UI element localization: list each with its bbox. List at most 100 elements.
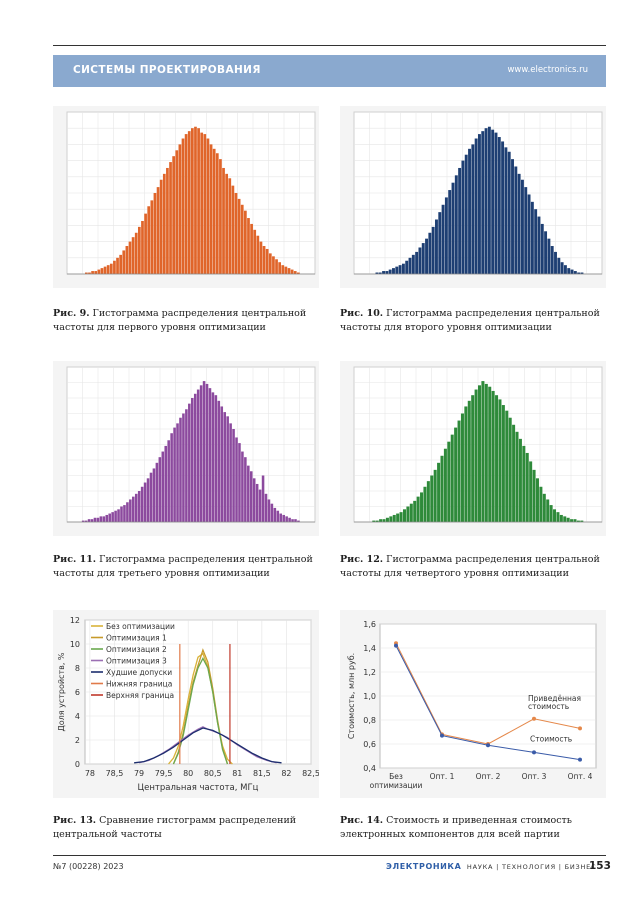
histogram-bar [478, 385, 482, 522]
histogram-bar [267, 499, 271, 522]
histogram-bar [570, 269, 574, 274]
histogram-bar [258, 489, 262, 522]
caption-text: Гистограмма распределения центральной [92, 308, 307, 319]
histogram-bar [430, 475, 434, 522]
histogram-bar [428, 232, 432, 274]
histogram-bar [501, 141, 505, 274]
histogram-bar [522, 445, 526, 522]
comparison-line-chart: 0 2 4 6 8 10 12 78 78,5 79 79,5 80 80,5 81 81,5 82 82,5 Ц… [57, 616, 319, 793]
histogram-bar [488, 386, 492, 522]
histogram-bar [184, 134, 188, 274]
page-number: 153 [589, 860, 611, 872]
x-tick-label: Опт. 1 [430, 772, 455, 781]
histogram-bar [420, 492, 424, 522]
data-point [394, 643, 398, 648]
histogram-bar [241, 451, 244, 522]
histogram-bar [544, 231, 548, 274]
histogram-bar [259, 241, 263, 274]
histogram-bar [125, 246, 129, 274]
x-tick-label: Опт. 2 [476, 772, 501, 781]
histogram-bar [495, 395, 499, 522]
histogram-bar [234, 193, 238, 274]
histogram-bar [520, 179, 524, 274]
histogram-bar [108, 513, 111, 522]
x-tick-label: 79,5 [155, 769, 173, 778]
histogram-bar [255, 483, 259, 522]
histogram-bar [550, 246, 554, 274]
histogram-bar [176, 423, 179, 522]
histogram-bar [557, 257, 561, 274]
legend-label: Без оптимизации [106, 622, 175, 631]
histogram-bar [491, 129, 495, 274]
top-rule [53, 45, 606, 46]
x-tick-label: Опт. 4 [568, 772, 593, 781]
histogram-bar [532, 469, 536, 522]
brand-tagline: НАУКА | ТЕХНОЛОГИЯ | БИЗНЕС [466, 863, 597, 871]
caption-number: Рис. 14. [340, 815, 384, 826]
histogram-bar [153, 193, 157, 274]
caption-text: Гистограмма распределения центральной [386, 308, 600, 319]
histogram-bar [437, 462, 441, 522]
histogram-bar [228, 178, 232, 274]
histogram-bar [105, 514, 109, 522]
histogram-bar [494, 132, 498, 274]
histogram-chart [353, 111, 603, 275]
histogram-bar [253, 229, 257, 274]
histogram-bar [379, 519, 383, 522]
histogram-bar [451, 182, 455, 274]
caption-text: Стоимость и приведенная стоимость [386, 815, 572, 826]
histogram-bar [169, 162, 172, 274]
histogram-bar [530, 201, 534, 274]
caption-number: Рис. 10. [340, 308, 384, 319]
histogram-bar [214, 395, 218, 522]
caption-text: частоты для первого уровня оптимизации [53, 322, 266, 333]
histogram-bar [173, 427, 176, 522]
histogram-bar [464, 406, 468, 522]
figure-11-histogram [53, 361, 319, 536]
histogram-bar [471, 395, 475, 522]
histogram-bar [454, 427, 458, 522]
histogram-bar [128, 241, 132, 274]
histogram-bar [250, 223, 253, 274]
caption-fig11: Рис. 11. Гистограмма распределения центр… [53, 553, 313, 581]
histogram-bar [244, 210, 247, 274]
legend-label: Оптимизация 2 [106, 645, 167, 654]
histogram-bar [567, 268, 571, 274]
caption-fig13: Рис. 13. Сравнение гистограмм распределе… [53, 814, 296, 842]
histogram-bar [162, 173, 166, 274]
histogram-bar [474, 389, 478, 522]
histogram-bar [515, 431, 519, 522]
series-label: стоимость [528, 702, 569, 711]
histogram-bar [223, 412, 226, 522]
histogram-bar [549, 505, 553, 522]
histogram-bar [90, 519, 94, 522]
histogram-bar [529, 461, 533, 522]
histogram-bar [194, 126, 197, 275]
histogram-bar [450, 434, 454, 522]
histogram-bar [457, 420, 461, 522]
histogram-bar [129, 499, 132, 522]
histogram-bar [91, 271, 94, 274]
histogram-bar [84, 520, 88, 522]
histogram-bar [265, 248, 269, 274]
data-point [532, 750, 536, 755]
histogram-bar [406, 506, 410, 522]
caption-fig12: Рис. 12. Гистограмма распределения центр… [340, 553, 600, 581]
histogram-bar [282, 514, 285, 522]
histogram-bar [247, 465, 250, 522]
bottom-rule [53, 855, 606, 856]
histogram-bar [484, 128, 488, 274]
histogram-bar [402, 509, 406, 522]
histogram-bar [102, 516, 106, 522]
histogram-bar [181, 138, 185, 274]
histogram-bar [507, 151, 511, 274]
y-tick-label: 0 [75, 760, 80, 769]
x-tick-label: 78 [85, 769, 95, 778]
y-tick-label: 10 [70, 640, 80, 649]
histogram-bar [388, 269, 392, 274]
histogram-bar [534, 209, 538, 274]
brand-name: ЭЛЕКТРОНИКА [386, 862, 462, 871]
figure-10-histogram [340, 106, 606, 288]
histogram-bar [137, 226, 141, 274]
histogram-bar [291, 519, 294, 522]
